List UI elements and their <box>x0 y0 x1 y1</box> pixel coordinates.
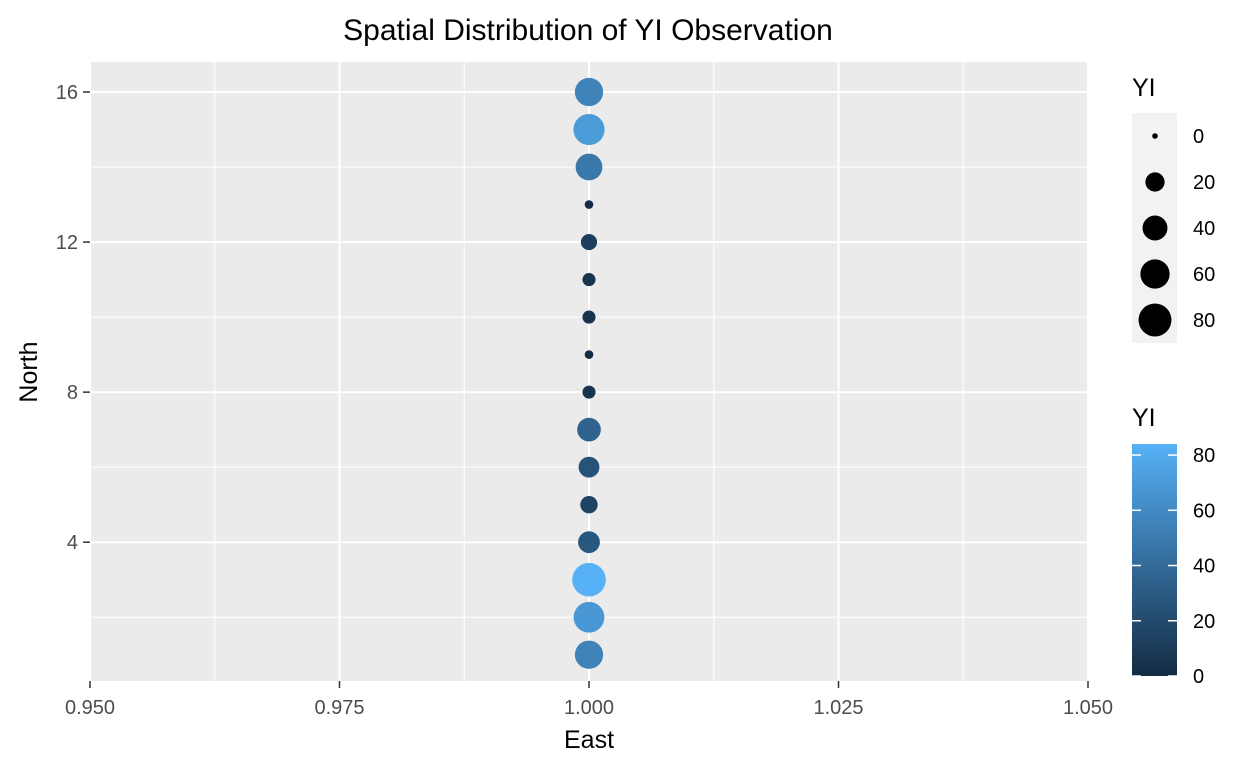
colorbar-label: 60 <box>1193 500 1215 522</box>
y-axis-title: North <box>15 341 43 402</box>
data-point <box>578 456 600 478</box>
size-legend-label: 20 <box>1193 172 1215 194</box>
y-tick-label: 4 <box>67 532 78 554</box>
data-point <box>573 113 605 146</box>
data-point <box>574 640 604 669</box>
data-point <box>578 531 600 554</box>
data-point <box>575 153 603 181</box>
size-legend-title: YI <box>1132 74 1156 102</box>
x-tick-label: 1.000 <box>564 697 614 719</box>
data-point <box>574 77 604 107</box>
colorbar-label: 40 <box>1193 556 1215 578</box>
color-legend-title: YI <box>1132 404 1156 432</box>
data-point <box>573 601 605 633</box>
size-legend-key <box>1145 172 1165 192</box>
x-axis-title: East <box>564 726 614 754</box>
x-tick-label: 1.050 <box>1063 697 1113 719</box>
size-legend-label: 0 <box>1193 126 1204 148</box>
data-points <box>572 77 606 669</box>
x-tick-label: 0.950 <box>65 697 115 719</box>
colorbar <box>1132 444 1177 676</box>
data-point <box>572 562 606 597</box>
data-point <box>584 200 594 209</box>
data-point <box>584 350 594 359</box>
data-point <box>580 233 598 251</box>
data-point <box>577 417 601 442</box>
size-legend-label: 60 <box>1193 264 1215 286</box>
data-point <box>580 495 598 514</box>
colorbar-label: 80 <box>1193 445 1215 467</box>
data-point <box>582 385 596 399</box>
y-tick-label: 12 <box>56 232 78 254</box>
size-legend: YI 0 20 40 60 80 <box>1132 74 1215 343</box>
size-legend-label: 40 <box>1193 218 1215 240</box>
data-point <box>582 310 596 324</box>
size-legend-key <box>1152 133 1158 139</box>
size-legend-key <box>1140 259 1170 289</box>
x-axis: 0.950 0.975 1.000 1.025 1.050 <box>65 681 1113 719</box>
x-tick-label: 1.025 <box>813 697 863 719</box>
y-axis: 4 8 12 16 <box>56 82 90 554</box>
size-legend-key <box>1138 303 1172 337</box>
data-point <box>582 273 596 287</box>
x-tick-label: 0.975 <box>314 697 364 719</box>
color-legend: YI 0 20 40 60 80 <box>1132 404 1215 688</box>
chart-title: Spatial Distribution of YI Observation <box>343 14 833 47</box>
y-tick-label: 16 <box>56 82 78 104</box>
size-legend-key <box>1142 215 1168 241</box>
colorbar-label: 20 <box>1193 611 1215 633</box>
size-legend-label: 80 <box>1193 310 1215 332</box>
y-tick-label: 8 <box>67 382 78 404</box>
colorbar-label: 0 <box>1193 666 1204 688</box>
